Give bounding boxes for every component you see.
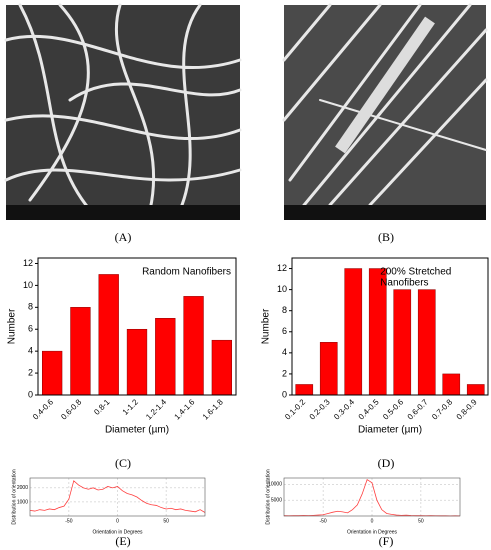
y-tick-label: 6 — [282, 326, 287, 336]
y-axis-label: Number — [7, 308, 18, 344]
annotation: Nanofibers — [380, 278, 428, 289]
bar — [319, 342, 338, 396]
x-tick-label: 1.4-1.6 — [173, 397, 197, 421]
bar — [466, 384, 485, 396]
x-axis-label: Orientation in Degrees — [92, 529, 143, 535]
y-tick-label: 8 — [28, 302, 33, 312]
bar — [442, 373, 461, 396]
panel-label: (D) — [378, 456, 395, 470]
x-tick-label: 50 — [163, 518, 169, 524]
panel-label: (F) — [379, 534, 394, 548]
x-tick-label: 0.6-0.7 — [406, 397, 430, 421]
x-tick-label: 1-1.2 — [121, 397, 141, 417]
x-tick-label: 0 — [116, 518, 119, 524]
x-tick-label: 0.3-0.4 — [332, 397, 356, 421]
y-tick-label: 2 — [282, 368, 287, 378]
x-tick-label: -50 — [319, 518, 326, 524]
y-tick-label: 0 — [282, 389, 287, 399]
bar — [344, 268, 363, 396]
annotation: Random Nanofibers — [142, 267, 231, 278]
x-tick-label: 0.1-0.2 — [283, 397, 307, 421]
y-tick-label: 6 — [28, 324, 33, 334]
y-tick-label: 4 — [28, 346, 33, 356]
y-tick-label: 10000 — [268, 482, 282, 488]
x-axis-label: Orientation in Degrees — [347, 529, 398, 535]
plot-frame — [29, 477, 206, 517]
y-tick-label: 0 — [28, 389, 33, 399]
bar — [295, 384, 314, 396]
x-tick-label: 0.5-0.6 — [381, 397, 405, 421]
x-axis-label: Diameter (µm) — [358, 425, 422, 436]
bar — [70, 307, 91, 396]
x-tick-label: 0.7-0.8 — [430, 397, 454, 421]
bar — [211, 339, 233, 396]
y-tick-label: 10 — [23, 280, 33, 290]
y-axis-label: Number — [261, 308, 272, 344]
y-tick-label: 10 — [277, 284, 287, 294]
sem-image-a — [4, 3, 242, 220]
x-axis-label: Diameter (µm) — [105, 425, 169, 436]
plot-frame — [37, 257, 237, 396]
panel-label: (A) — [115, 230, 132, 244]
y-tick-label: 2000 — [17, 485, 28, 491]
bar — [393, 289, 412, 396]
y-tick-label: 4 — [282, 347, 287, 357]
bar — [98, 274, 119, 396]
y-tick-label: 1000 — [17, 499, 28, 505]
x-tick-label: 1.2-1.4 — [144, 397, 168, 421]
panel-label: (C) — [115, 456, 131, 470]
x-tick-label: 1.6-1.8 — [201, 397, 225, 421]
x-tick-label: 0.8-1 — [92, 397, 112, 417]
bar — [417, 289, 436, 396]
x-tick-label: 0.4-0.6 — [31, 397, 55, 421]
y-tick-label: 5000 — [271, 497, 282, 503]
bar — [126, 328, 148, 396]
x-tick-label: 0.4-0.5 — [357, 397, 381, 421]
x-tick-label: 0.2-0.3 — [308, 397, 332, 421]
line-series — [283, 478, 461, 517]
y-tick-label: 12 — [23, 258, 33, 268]
y-tick-label: 8 — [282, 305, 287, 315]
bar — [155, 318, 176, 396]
panel-label: (B) — [378, 230, 394, 244]
sem-image-b — [282, 3, 488, 220]
x-tick-label: 0.6-0.8 — [59, 397, 83, 421]
y-tick-label: 2 — [28, 367, 33, 377]
x-tick-label: 0 — [371, 518, 374, 524]
y-tick-label: 12 — [277, 263, 287, 273]
bar — [183, 296, 204, 396]
plot-frame — [283, 477, 461, 517]
panel-label: (E) — [115, 534, 130, 548]
x-tick-label: 50 — [418, 518, 424, 524]
line-series — [29, 480, 206, 513]
annotation: 200% Stretched — [380, 267, 451, 278]
y-axis-label: Distribution of orientation — [11, 469, 17, 525]
x-tick-label: 0.8-0.9 — [455, 397, 479, 421]
plot-frame — [291, 257, 489, 396]
x-tick-label: -50 — [65, 518, 72, 524]
y-axis-label: Distribution of orientation — [265, 469, 271, 525]
bar — [41, 350, 63, 396]
